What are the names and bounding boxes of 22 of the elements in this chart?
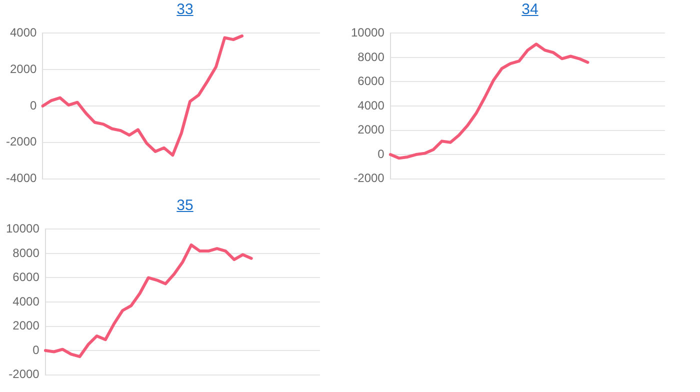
y-tick-label: 10000 bbox=[6, 222, 40, 236]
y-tick-label: 10000 bbox=[350, 26, 385, 40]
y-tick-label: 6000 bbox=[358, 74, 385, 88]
y-tick-label: 8000 bbox=[12, 246, 40, 260]
y-tick-label: 0 bbox=[32, 342, 40, 357]
y-tick-label: -2000 bbox=[6, 134, 38, 149]
chart-title: 33 bbox=[176, 0, 194, 20]
y-tick-label: -2000 bbox=[354, 171, 385, 186]
y-tick-label: 2000 bbox=[10, 62, 38, 76]
y-tick-label: 2000 bbox=[358, 122, 385, 137]
y-tick-label: 4000 bbox=[12, 294, 40, 308]
y-tick-label: 6000 bbox=[12, 270, 40, 284]
y-tick-label: 0 bbox=[378, 146, 385, 161]
y-tick-label: 4000 bbox=[358, 98, 385, 112]
y-tick-label: 4000 bbox=[10, 26, 38, 40]
y-tick-label: 0 bbox=[30, 98, 38, 112]
chart-title: 34 bbox=[520, 0, 540, 20]
y-tick-label: -2000 bbox=[8, 367, 40, 382]
chart-title: 35 bbox=[176, 196, 194, 216]
y-tick-label: 2000 bbox=[12, 318, 40, 333]
y-tick-label: -4000 bbox=[6, 171, 38, 186]
y-tick-label: 8000 bbox=[358, 50, 385, 64]
